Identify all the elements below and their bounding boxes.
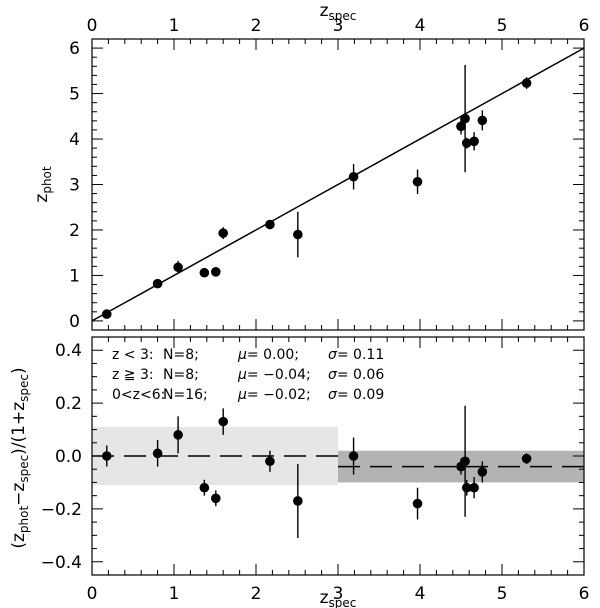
stats-mean: μ= −0.04; (237, 367, 311, 383)
stats-sigma: σ= 0.09 (328, 387, 384, 403)
bottom-data-point (265, 456, 275, 467)
stats-sigma: σ= 0.06 (328, 367, 384, 383)
top-data-point (521, 78, 532, 88)
bottom-data-point (218, 416, 228, 427)
top-data-point (152, 278, 163, 289)
bottom-xtick-label: 2 (251, 584, 262, 604)
stats-count: N=8; (163, 367, 199, 383)
top-data-point (293, 229, 303, 240)
bottom-xtick-label: 5 (497, 584, 508, 604)
bottom-xtick-label: 4 (415, 584, 426, 604)
bottom-ytick-label: −0.4 (41, 553, 82, 573)
stats-mean: μ= 0.00; (237, 347, 299, 363)
bottom-ytick-label: 0.2 (55, 394, 82, 414)
top-ytick-label: 1 (69, 266, 80, 286)
bottom-data-point (469, 482, 479, 493)
bottom-ytick-label: 0.0 (55, 447, 82, 467)
top-data-point (412, 176, 423, 187)
top-data-point (460, 113, 470, 124)
stats-count: N=8; (163, 347, 199, 363)
top-xtick-label: 6 (579, 16, 590, 36)
bottom-data-point (173, 430, 183, 440)
top-ytick-label: 4 (69, 130, 80, 150)
bottom-ytick-label: 0.4 (55, 341, 82, 361)
top-yaxis-title: zphot (32, 166, 54, 203)
top-data-point (218, 228, 228, 238)
top-data-point (101, 309, 112, 319)
bottom-data-point (461, 482, 472, 493)
top-ytick-label: 0 (69, 312, 80, 332)
top-data-point (477, 115, 488, 126)
bottom-data-point (460, 456, 470, 467)
bottom-data-point (293, 496, 303, 506)
top-xtick-label: 0 (87, 16, 98, 36)
bottom-data-point (199, 482, 210, 493)
stats-count: N=16; (163, 387, 208, 403)
top-ytick-label: 2 (69, 221, 80, 241)
top-data-point (348, 171, 359, 182)
top-data-point (265, 219, 275, 230)
bottom-xtick-label: 0 (87, 584, 98, 604)
bottom-data-point (101, 451, 112, 461)
bottom-data-point (211, 493, 221, 504)
top-xtick-label: 3 (333, 16, 344, 36)
stats-range-label: z ≧ 3: (112, 367, 154, 383)
stats-range-label: 0<z<6: (112, 387, 165, 403)
top-ytick-label: 3 (69, 176, 80, 196)
bottom-data-point (521, 453, 532, 464)
top-data-point (173, 262, 183, 273)
stats-range-label: z < 3: (112, 347, 154, 363)
top-data-point (461, 138, 472, 148)
top-data-point (456, 121, 466, 132)
bottom-data-point (348, 451, 359, 461)
bottom-xaxis-title: zspec (320, 588, 357, 608)
top-xaxis-title: zspec (320, 1, 357, 23)
top-ytick-label: 6 (69, 39, 80, 59)
bottom-data-point (412, 498, 423, 509)
stats-mean: μ= −0.02; (237, 387, 311, 403)
top-xtick-label: 5 (497, 16, 508, 36)
bottom-yaxis-title: (zphot−zspec)/(1+zspec) (9, 367, 31, 548)
bottom-xtick-label: 3 (333, 584, 344, 604)
bottom-data-point (477, 467, 488, 477)
top-xtick-label: 1 (169, 16, 180, 36)
top-data-point (199, 267, 210, 278)
top-data-point (211, 267, 221, 277)
top-xtick-label: 2 (251, 16, 262, 36)
top-ytick-label: 5 (69, 85, 80, 105)
bottom-ytick-label: −0.2 (41, 500, 82, 520)
bottom-xtick-label: 1 (169, 584, 180, 604)
one-to-one-line (91, 47, 585, 322)
bottom-xtick-label: 6 (579, 584, 590, 604)
stats-sigma: σ= 0.11 (328, 347, 384, 363)
top-data-point (469, 136, 479, 147)
bottom-data-point (152, 448, 163, 459)
top-xtick-label: 4 (415, 16, 426, 36)
bottom-panel-residuals: 0 1 2 3 4 5 6 −0.4 −0.2 0.0 0.2 0.4 zspec (zphot−zspe… (9, 336, 590, 608)
